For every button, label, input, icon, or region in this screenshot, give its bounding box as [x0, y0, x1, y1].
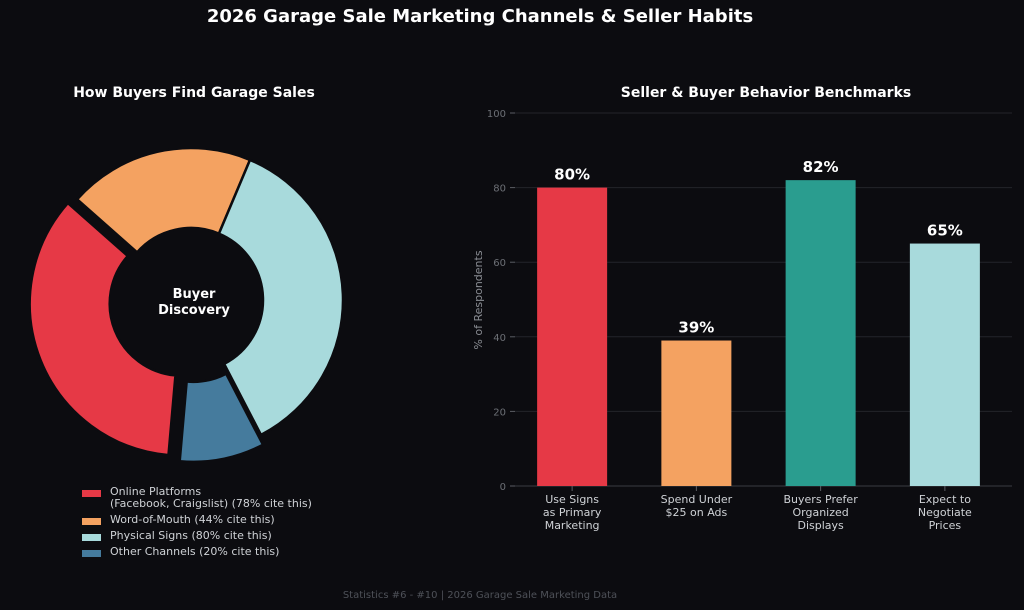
donut-center-label-line: Discovery	[158, 303, 230, 318]
legend-label: Physical Signs (80% cite this)	[110, 529, 272, 542]
x-tick-label-line: Organized	[792, 506, 848, 519]
bar	[661, 340, 732, 486]
legend-label: Other Channels (20% cite this)	[110, 545, 280, 558]
bar-value-label: 39%	[678, 319, 714, 337]
y-tick-label: 60	[493, 258, 506, 269]
bar-value-label: 82%	[803, 158, 839, 176]
y-tick-label: 100	[487, 109, 506, 120]
legend-label: Word-of-Mouth (44% cite this)	[110, 513, 275, 526]
x-tick-label-line: Marketing	[545, 519, 600, 532]
bar-value-label: 65%	[927, 222, 963, 240]
x-tick-label: Spend Under $25 on Ads	[661, 493, 733, 519]
bar-marks: 80% 39% 82% 65%	[537, 158, 980, 486]
x-tick-label-line: Negotiate	[918, 506, 972, 519]
donut-slice	[28, 201, 177, 457]
y-axis-label: % of Respondents	[472, 250, 485, 349]
legend-item: Online Platforms (Facebook, Craigslist) …	[82, 486, 312, 510]
x-tick-label-line: Prices	[929, 519, 962, 532]
donut-center-label-line: Buyer	[173, 287, 216, 302]
legend-swatch	[82, 518, 101, 525]
legend-swatch	[82, 534, 101, 541]
bar-chart-title: Seller & Buyer Behavior Benchmarks	[621, 85, 911, 101]
bar-chart: Seller & Buyer Behavior Benchmarks 0 20 40…	[472, 85, 1012, 532]
legend-swatch	[82, 550, 101, 557]
donut-chart-title: How Buyers Find Garage Sales	[73, 85, 315, 101]
x-tick-label: Expect to Negotiate Prices	[918, 493, 972, 532]
x-tick-label-line: Expect to	[919, 493, 971, 506]
x-tick-label-line: Buyers Prefer	[784, 493, 859, 506]
y-tick-label: 0	[500, 482, 506, 493]
x-axis-ticks: Use Signs as Primary Marketing Spend Under $…	[543, 486, 972, 532]
x-tick-label-line: as Primary	[543, 506, 602, 519]
x-tick-label-line: Spend Under	[661, 493, 733, 506]
legend-swatch	[82, 490, 101, 497]
donut-slice	[178, 372, 265, 464]
donut-slice	[217, 158, 345, 437]
legend-item: Word-of-Mouth (44% cite this)	[82, 514, 312, 526]
x-tick-label: Use Signs as Primary Marketing	[543, 493, 602, 532]
bar	[785, 180, 856, 486]
y-tick-label: 20	[493, 407, 506, 418]
x-tick-label: Buyers Prefer Organized Displays	[784, 493, 859, 532]
page-title: 2026 Garage Sale Marketing Channels & Se…	[207, 6, 753, 27]
x-tick-label-line: Displays	[797, 519, 844, 532]
x-tick-label-line: Use Signs	[545, 493, 599, 506]
donut-chart: How Buyers Find Garage Sales Buyer Discov…	[28, 85, 345, 464]
y-axis-ticks: 0 20 40 60 80 100	[487, 109, 515, 493]
footer-caption: Statistics #6 - #10 | 2026 Garage Sale M…	[342, 590, 618, 601]
bar	[537, 187, 608, 486]
donut-slice	[75, 146, 252, 255]
legend-label: Online Platforms (Facebook, Craigslist) …	[110, 485, 312, 510]
y-tick-label: 40	[493, 333, 506, 344]
y-tick-label: 80	[493, 184, 506, 195]
donut-legend: Online Platforms (Facebook, Craigslist) …	[82, 486, 312, 562]
legend-item: Other Channels (20% cite this)	[82, 546, 312, 558]
bar-value-label: 80%	[554, 166, 590, 184]
x-tick-label-line: $25 on Ads	[666, 506, 728, 519]
donut-center-label: Buyer Discovery	[158, 287, 230, 318]
bar	[909, 243, 980, 486]
legend-item: Physical Signs (80% cite this)	[82, 530, 312, 542]
donut-slices	[28, 146, 345, 464]
